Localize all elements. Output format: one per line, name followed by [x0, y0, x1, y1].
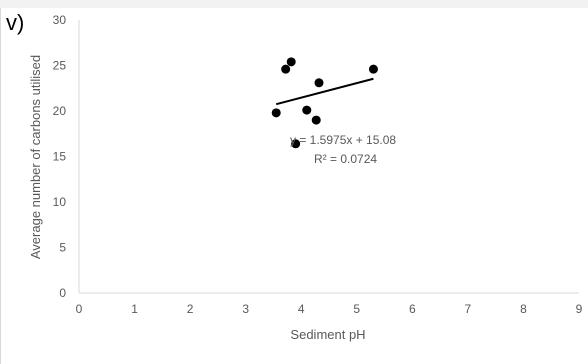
- trendline: [275, 77, 374, 106]
- x-tick-label: 7: [465, 302, 472, 316]
- y-tick-label: 15: [53, 150, 67, 164]
- y-tick-label: 0: [59, 286, 66, 300]
- data-point: [368, 64, 378, 74]
- x-tick-label: 8: [520, 302, 527, 316]
- x-tick-label: 9: [576, 302, 583, 316]
- y-tick-label: 30: [53, 13, 67, 27]
- data-point: [291, 139, 301, 149]
- y-tick-label: 5: [59, 241, 66, 255]
- y-axis-title: Average number of carbons utilised: [28, 55, 43, 259]
- data-point: [281, 64, 291, 74]
- data-point: [302, 105, 312, 115]
- x-tick-label: 3: [242, 302, 249, 316]
- y-tick-labels: 0 5 10 15 20 25 30: [53, 13, 67, 300]
- x-tick-label: 0: [76, 302, 83, 316]
- data-point: [311, 115, 321, 125]
- panel-label: v): [6, 10, 25, 35]
- equation-label: y = 1.5975x + 15.08: [290, 133, 396, 147]
- y-tick-label: 10: [53, 195, 67, 209]
- data-point: [271, 108, 281, 118]
- x-tick-label: 6: [409, 302, 416, 316]
- x-tick-label: 1: [131, 302, 138, 316]
- top-band: [0, 0, 588, 8]
- data-point: [314, 78, 324, 88]
- x-tick-label: 2: [187, 302, 194, 316]
- y-tick-label: 25: [53, 59, 67, 73]
- x-tick-label: 5: [353, 302, 360, 316]
- x-tick-label: 4: [298, 302, 305, 316]
- data-points: [271, 57, 378, 149]
- r2-label: R² = 0.0724: [314, 152, 377, 166]
- y-tick-label: 20: [53, 104, 67, 118]
- x-tick-labels: 0 1 2 3 4 5 6 7 8 9: [76, 302, 583, 316]
- x-axis-title: Sediment pH: [290, 327, 365, 342]
- data-point: [286, 57, 296, 67]
- axes: [78, 20, 579, 294]
